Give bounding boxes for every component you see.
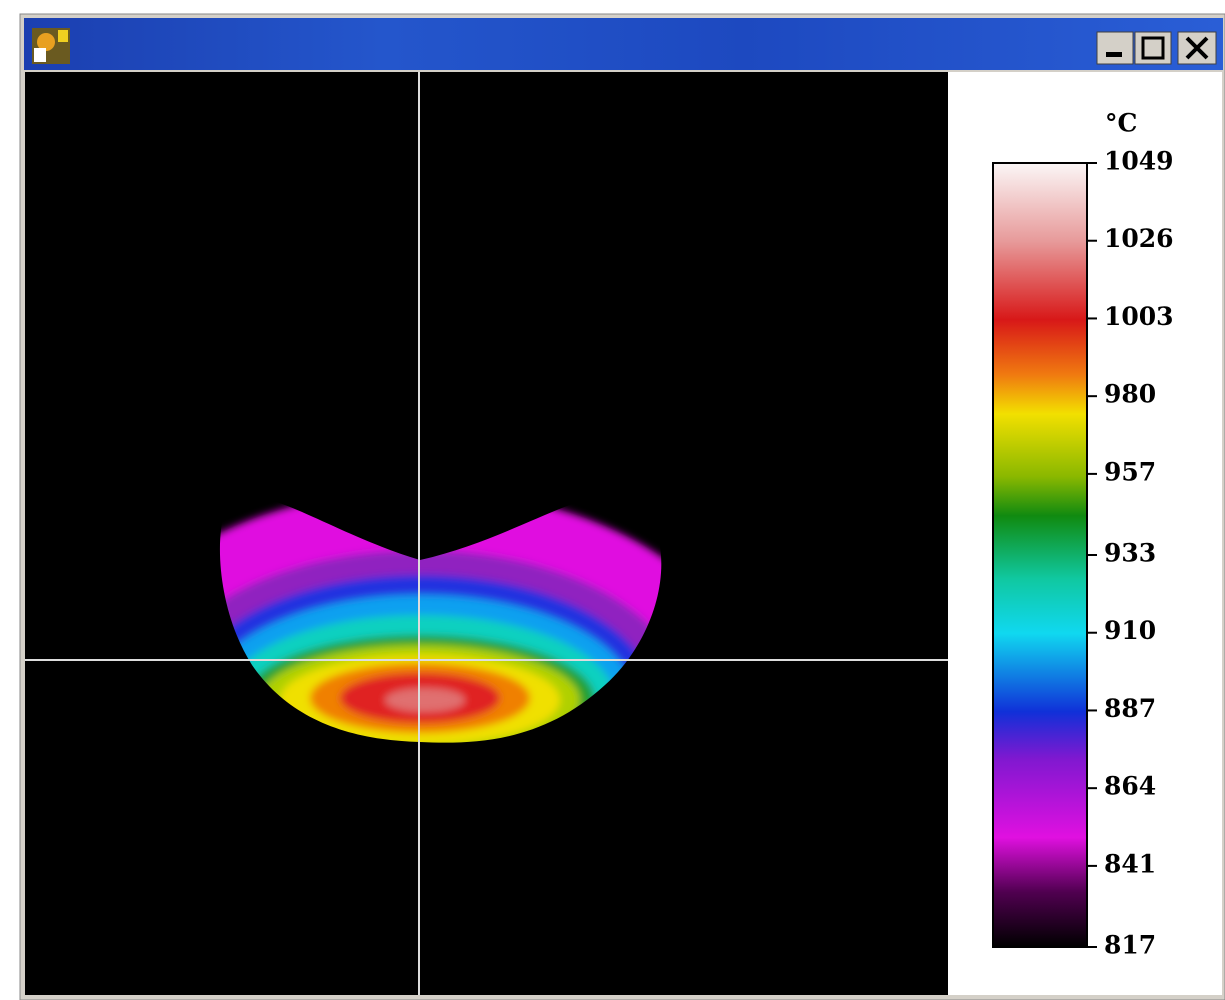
color-scale [993,163,1087,947]
scale-tick-label: 841 [1104,849,1156,878]
scale-tick-label: 910 [1104,616,1156,645]
scale-tick-label: 1049 [1104,147,1174,176]
window-buttons [1097,32,1216,64]
title-bar [24,18,1223,70]
thermal-image [25,72,948,995]
unit-label: °C [1105,109,1137,138]
page: °C 104910261003980957933910887864841817 … [0,0,1225,1000]
scale-tick-label: 887 [1104,694,1156,723]
scale-tick-label: 817 [1104,931,1156,960]
app-icon [32,28,70,64]
minimize-button[interactable] [1097,32,1133,64]
scale-tick-label: 1026 [1104,224,1174,253]
scale-tick-label: 1003 [1104,302,1174,331]
scale-tick-label: 933 [1104,539,1156,568]
thermal-window: °C 1049 1026 1003 980 957 933 910 887 864 841 817 [0,0,1225,1000]
scale-tick-label: 980 [1104,380,1156,409]
scale-tick-label: 957 [1104,457,1156,486]
scale-tick-label: 864 [1104,772,1156,801]
